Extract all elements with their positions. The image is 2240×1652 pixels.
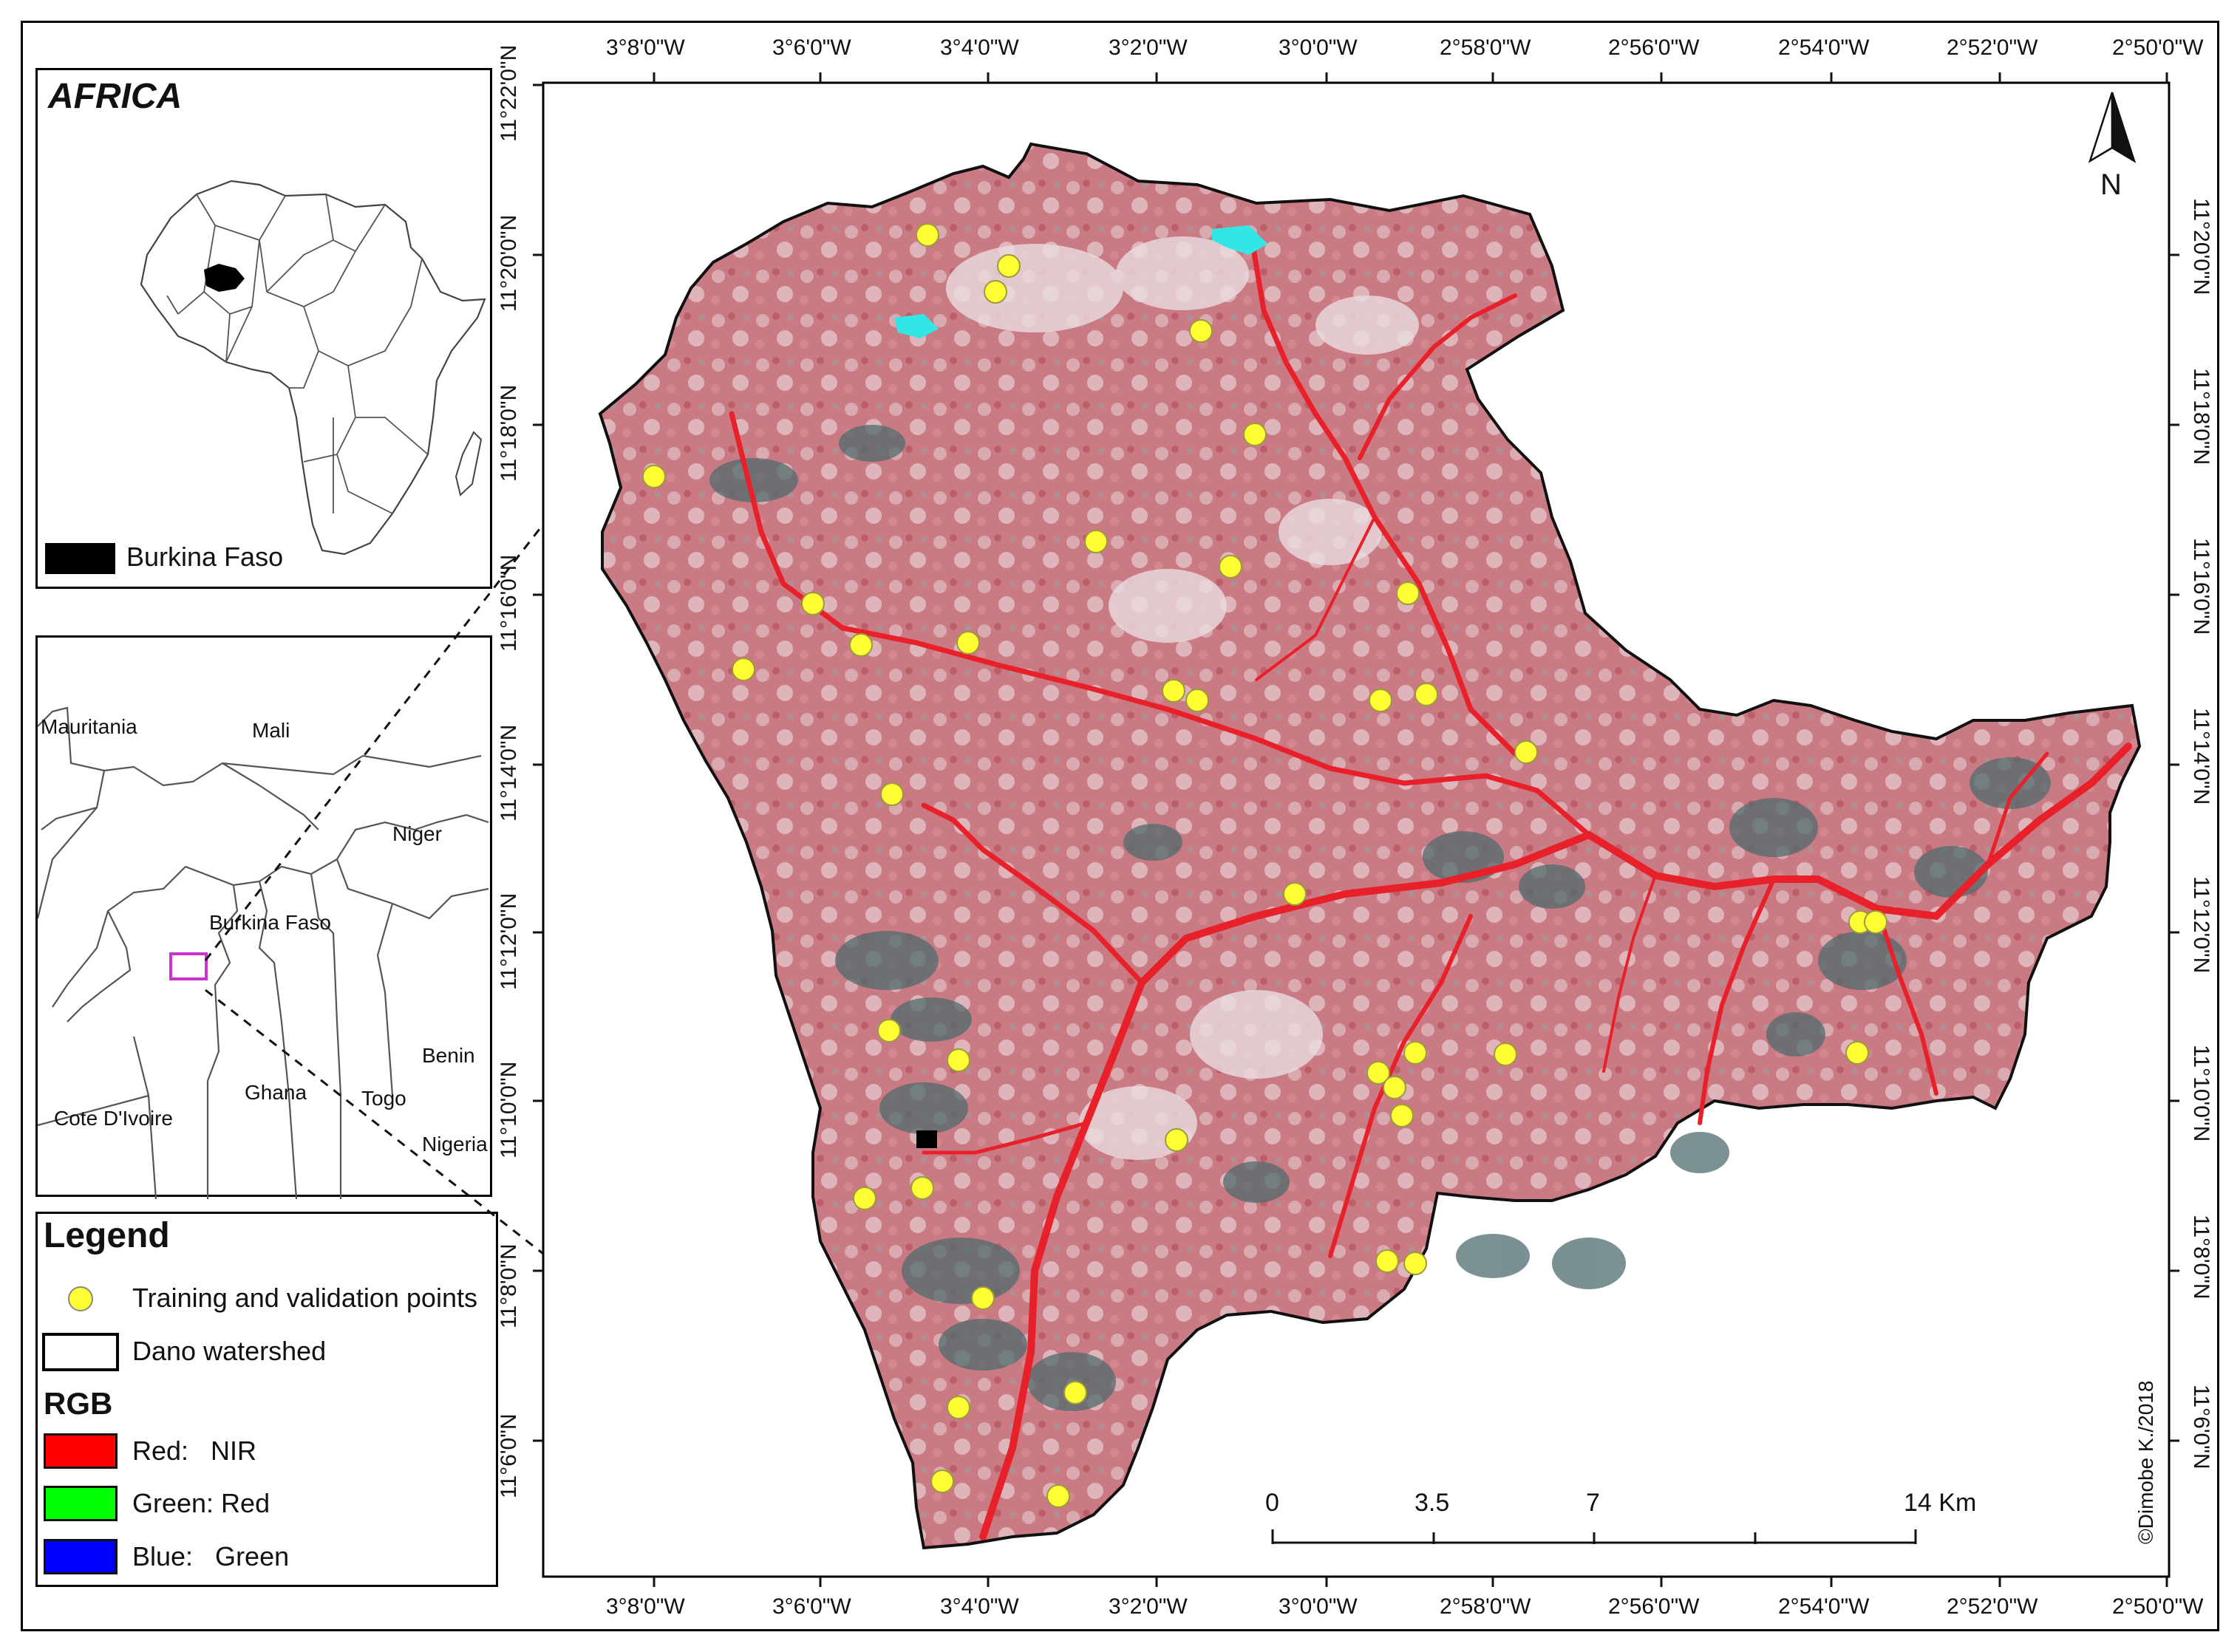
lon-tick-bottom: 3°0'0"W — [1279, 1594, 1358, 1619]
north-arrow-label: N — [2100, 168, 2122, 201]
lat-tick-left: 11°18'0"N — [497, 384, 521, 482]
legend-red-swatch — [44, 1433, 118, 1469]
country-label-mali: Mali — [252, 719, 290, 742]
map-credit: ©Dimobe K./2018 — [2134, 1380, 2157, 1544]
country-label-ghana: Ghana — [245, 1081, 307, 1104]
country-label-niger: Niger — [392, 822, 442, 845]
lon-tick-bottom: 3°6'0"W — [772, 1594, 851, 1619]
lat-tick-left: 11°22'0"N — [497, 44, 521, 142]
lon-tick-bottom: 2°54'0"W — [1778, 1594, 1870, 1619]
map-frame — [21, 21, 2219, 1631]
lon-tick-bottom: 2°58'0"W — [1440, 1594, 1531, 1619]
lat-tick-right: 11°8'0"N — [2189, 1215, 2213, 1300]
legend-blue-label: Blue: Green — [132, 1541, 290, 1571]
lon-tick-top: 3°2'0"W — [1109, 35, 1188, 60]
legend-blue-swatch — [44, 1539, 118, 1574]
lon-tick-top: 3°0'0"W — [1279, 35, 1358, 60]
lat-tick-left: 11°16'0"N — [497, 554, 521, 652]
lon-tick-top: 2°58'0"W — [1440, 35, 1531, 60]
legend-points-label: Training and validation points — [132, 1283, 477, 1313]
country-label-burkina-faso: Burkina Faso — [209, 911, 331, 934]
africa-outline-map — [45, 180, 486, 574]
lon-tick-bottom: 3°2'0"W — [1109, 1594, 1188, 1619]
lat-tick-right: 11°18'0"N — [2189, 368, 2213, 465]
lat-tick-right: 11°6'0"N — [2189, 1385, 2213, 1470]
burkina-faso-highlight — [204, 264, 245, 292]
lat-tick-left: 11°8'0"N — [497, 1243, 521, 1328]
scale-label-0: 0 — [1265, 1489, 1279, 1517]
lat-tick-right: 11°12'0"N — [2189, 876, 2213, 974]
legend-rgb-title: RGB — [44, 1386, 113, 1421]
country-label-benin: Benin — [422, 1044, 475, 1067]
lat-tick-left: 11°14'0"N — [497, 724, 521, 822]
legend-title: Legend — [44, 1216, 170, 1255]
lon-tick-bottom: 2°56'0"W — [1608, 1594, 1700, 1619]
legend-green-swatch — [44, 1486, 118, 1521]
africa-title: AFRICA — [48, 77, 183, 116]
country-label-nigeria: Nigeria — [422, 1133, 488, 1156]
lon-tick-top: 2°54'0"W — [1778, 35, 1870, 60]
lon-tick-bottom: 3°4'0"W — [940, 1594, 1019, 1619]
lon-tick-top: 2°50'0"W — [2112, 35, 2204, 60]
lat-tick-right: 11°16'0"N — [2189, 538, 2213, 635]
lon-tick-top: 2°56'0"W — [1608, 35, 1700, 60]
study-area-box — [169, 952, 208, 980]
africa-legend-label: Burkina Faso — [126, 542, 284, 572]
scale-label-3-5: 3.5 — [1415, 1489, 1450, 1517]
lon-tick-top: 3°4'0"W — [940, 35, 1019, 60]
lon-tick-top: 2°52'0"W — [1947, 35, 2038, 60]
lat-tick-right: 11°10'0"N — [2189, 1045, 2213, 1142]
lon-tick-bottom: 2°50'0"W — [2112, 1594, 2204, 1619]
lat-tick-left: 11°12'0"N — [497, 892, 521, 990]
lon-tick-bottom: 3°8'0"W — [606, 1594, 685, 1619]
legend-watershed-symbol — [42, 1333, 119, 1371]
scale-label-14-km: 14 Km — [1904, 1489, 1977, 1517]
lon-tick-bottom: 2°52'0"W — [1947, 1594, 2038, 1619]
lat-tick-left: 11°20'0"N — [497, 214, 521, 312]
country-label-cote-divoire: Cote D'Ivoire — [54, 1107, 173, 1130]
region-inset: Mauritania Mali Niger Burkina Faso Benin… — [35, 635, 492, 1199]
country-label-mauritania: Mauritania — [41, 715, 137, 738]
burkina-faso-swatch — [45, 543, 115, 574]
legend-point-symbol — [68, 1286, 93, 1311]
legend-green-label: Green: Red — [132, 1488, 270, 1518]
lat-tick-right: 11°20'0"N — [2189, 198, 2213, 296]
country-label-togo: Togo — [361, 1087, 406, 1110]
lat-tick-left: 11°6'0"N — [497, 1413, 521, 1498]
legend-watershed-label: Dano watershed — [132, 1336, 327, 1366]
scale-label-7: 7 — [1586, 1489, 1600, 1517]
lat-tick-left: 11°10'0"N — [497, 1061, 521, 1158]
legend-panel: Legend Training and validation points Da… — [35, 1212, 498, 1587]
legend-red-label: Red: NIR — [132, 1436, 257, 1466]
lon-tick-top: 3°8'0"W — [606, 35, 685, 60]
africa-inset: AFRICA Burkina Faso — [35, 68, 492, 589]
africa-continent-outline — [140, 180, 486, 556]
lon-tick-top: 3°6'0"W — [772, 35, 851, 60]
madagascar-outline — [455, 431, 483, 496]
lat-tick-right: 11°14'0"N — [2189, 708, 2213, 805]
